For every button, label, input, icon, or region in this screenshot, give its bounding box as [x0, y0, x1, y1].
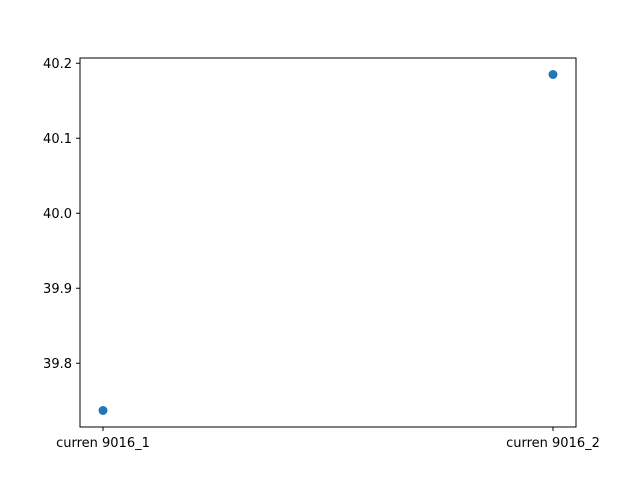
x-tick-label: curren 9016_2 — [506, 436, 600, 451]
data-point — [98, 406, 108, 415]
x-axis: curren 9016_1 curren 9016_2 — [56, 427, 600, 451]
data-point — [548, 70, 558, 79]
y-tick-label: 39.8 — [43, 357, 72, 372]
y-tick-label: 40.0 — [43, 207, 72, 222]
y-tick-label: 39.9 — [43, 282, 72, 297]
y-tick-label: 40.1 — [43, 132, 72, 147]
y-tick-label: 40.2 — [43, 57, 72, 72]
y-axis: 39.8 39.9 40.0 40.1 40.2 — [43, 57, 80, 372]
x-tick-label: curren 9016_1 — [56, 436, 150, 451]
data-points — [98, 70, 558, 415]
plot-frame — [79, 57, 577, 428]
